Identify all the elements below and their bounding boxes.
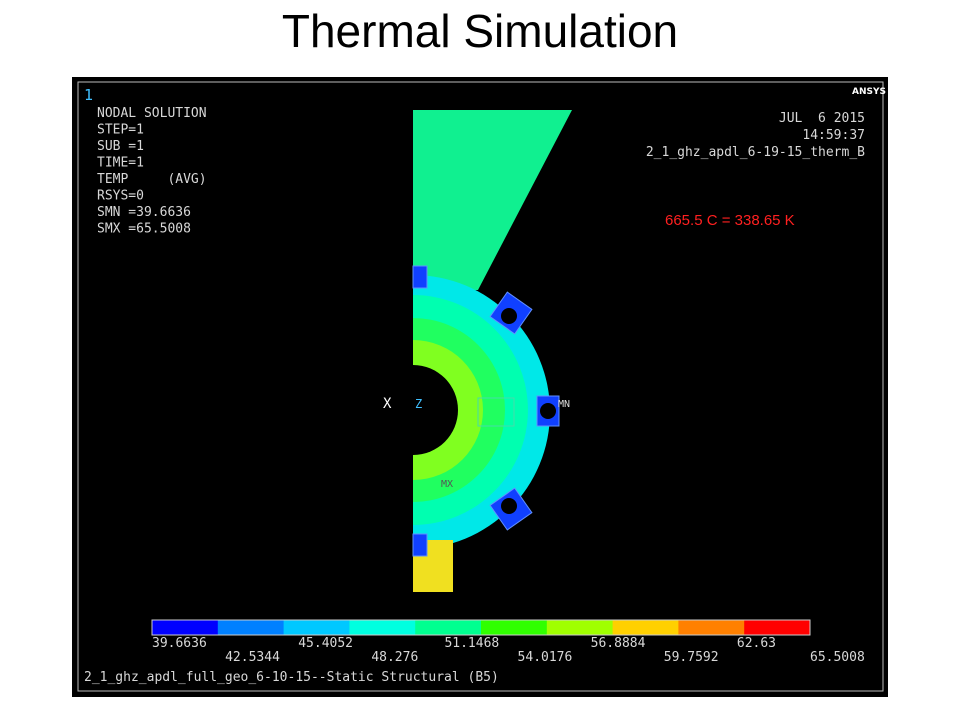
- legend-label: 56.8884: [591, 636, 646, 651]
- legend-swatch: [678, 620, 745, 635]
- model: [412, 110, 572, 592]
- legend-label: 51.1468: [444, 636, 499, 651]
- axis-z-label: Z: [415, 397, 422, 411]
- hole: [413, 365, 458, 455]
- legend-label: 45.4052: [298, 636, 353, 651]
- bolt-holes: [501, 308, 556, 514]
- info-line: NODAL SOLUTION: [97, 106, 207, 121]
- axis-x-label: X: [383, 396, 392, 412]
- window-number: 1: [84, 86, 93, 104]
- logo: ANSYS: [852, 87, 886, 97]
- legend-swatch: [415, 620, 482, 635]
- legend-swatch: [349, 620, 416, 635]
- slide-title: Thermal Simulation: [281, 5, 679, 57]
- upper-region: [413, 110, 572, 290]
- legend-border: [151, 619, 811, 636]
- legend-label: 48.276: [371, 650, 418, 665]
- legend-swatch: [546, 620, 614, 635]
- stamp-line: JUL 6 2015: [779, 111, 865, 126]
- legend-label: 59.7592: [664, 650, 719, 665]
- legend-label: 62.63: [737, 636, 776, 651]
- window-frame: [77, 81, 884, 692]
- legend-label: 54.0176: [518, 650, 573, 665]
- legend-label: 65.5008: [810, 650, 865, 665]
- legend-swatch: [217, 620, 285, 635]
- stamp-block: JUL 6 2015 14:59:37 2_1_ghz_apdl_6-19-15_t…: [646, 111, 865, 160]
- legend-label: 42.5344: [225, 650, 280, 665]
- legend-label: 39.6636: [152, 636, 207, 651]
- footer: 2_1_ghz_apdl_full_geo_6-10-15--Static St…: [84, 670, 499, 685]
- stamp-line: 2_1_ghz_apdl_6-19-15_therm_B: [646, 145, 865, 160]
- legend-swatch: [152, 620, 219, 635]
- min-marker: MN: [558, 399, 570, 410]
- legend-swatch: [744, 620, 811, 635]
- info-line: SMX =65.5008: [97, 222, 191, 237]
- stamp-line: 14:59:37: [802, 128, 865, 143]
- info-line: TEMP (AVG): [97, 172, 207, 187]
- legend-swatch: [612, 620, 679, 635]
- info-line: SMN =39.6636: [97, 205, 191, 220]
- legend-swatch: [283, 620, 350, 635]
- annotation: 665.5 C = 338.65 K: [665, 212, 795, 229]
- info-line: TIME=1: [97, 156, 144, 171]
- port: [477, 397, 515, 427]
- max-marker: MX: [441, 479, 453, 490]
- color-legend: 39.6636 42.5344 45.4052 48.276 51.1468 54.017…: [151, 619, 865, 665]
- info-line: RSYS=0: [97, 189, 144, 204]
- info-line: STEP=1: [97, 123, 144, 138]
- legend-swatch: [481, 620, 548, 635]
- info-line: SUB =1: [97, 139, 144, 154]
